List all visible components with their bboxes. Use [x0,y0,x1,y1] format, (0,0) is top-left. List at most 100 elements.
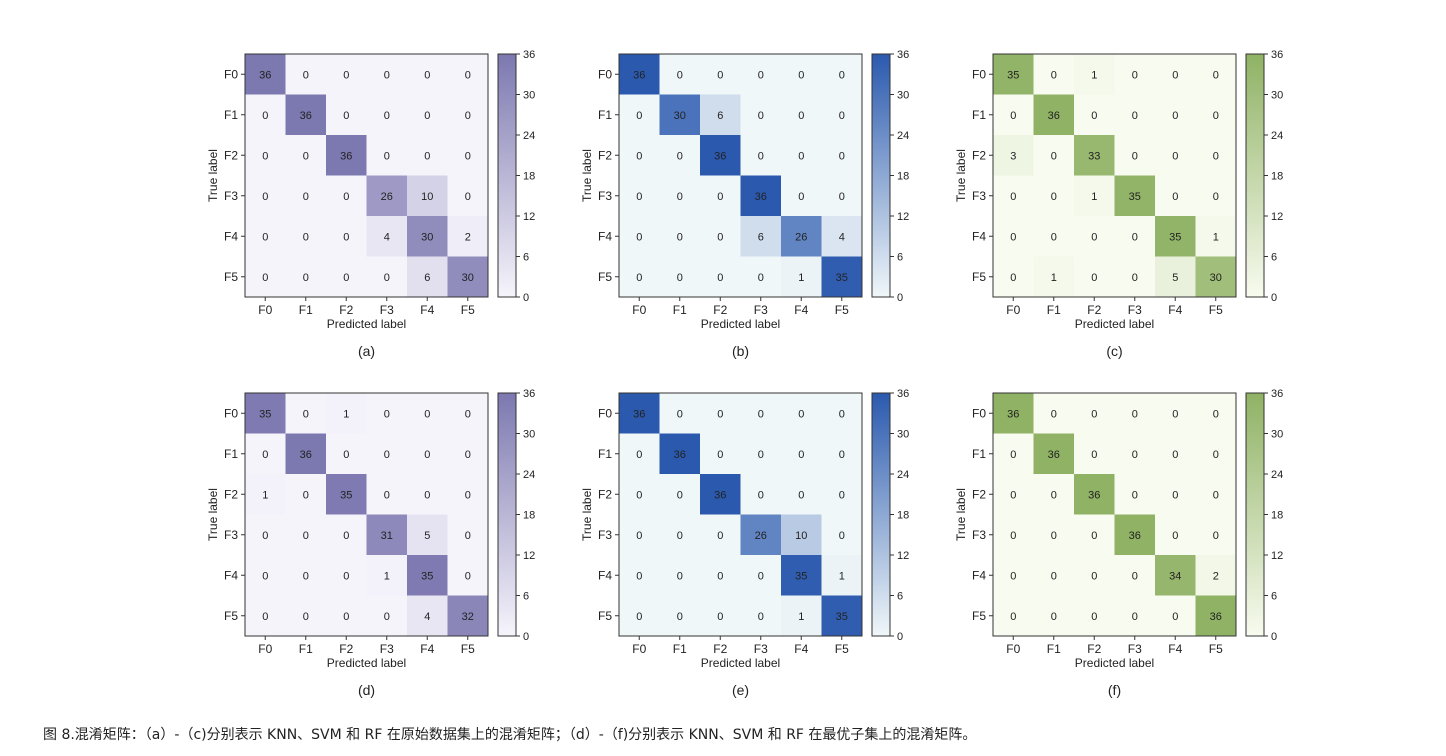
matrix-cell [1114,514,1156,556]
matrix-cell [993,474,1034,515]
x-tick-label: F3 [754,303,768,317]
colorbar-tick-label: 0 [897,292,903,304]
cell-value-label: 0 [1010,530,1016,542]
matrix-cell [245,474,286,515]
cell-value-label: 0 [1051,408,1057,420]
matrix-cell [1114,175,1156,217]
y-tick-label: F3 [972,189,986,203]
matrix-cell [245,433,286,475]
cell-value-label: 35 [340,489,352,501]
matrix-cell [447,135,489,176]
x-axis-label: Predicted label [327,656,406,670]
cell-value-label: 1 [798,611,804,623]
matrix-cell [407,393,448,434]
x-tick-label: F2 [713,642,727,656]
matrix-cell [740,94,782,136]
matrix-cell [1155,474,1196,515]
matrix-cell [781,94,822,136]
matrix-cell [1195,555,1237,596]
matrix-cell [447,514,489,556]
x-tick-label: F4 [794,642,808,656]
cell-value-label: 4 [424,611,430,623]
matrix-cell [407,474,448,515]
y-tick-label: F1 [598,108,612,122]
colorbar-tick-label: 12 [523,211,535,223]
x-tick-label: F5 [461,642,475,656]
cell-value-label: 0 [839,530,845,542]
cell-value-label: 1 [1213,231,1219,243]
cell-value-label: 35 [421,570,433,582]
matrix-cell [700,175,741,217]
cell-value-label: 0 [262,150,268,162]
cell-value-label: 0 [303,408,309,420]
cell-value-label: 0 [677,150,683,162]
y-tick-label: F3 [972,528,986,542]
cell-value-label: 36 [1210,611,1222,623]
cell-value-label: 35 [259,408,271,420]
matrix-cell [326,216,367,257]
matrix-cell [447,54,489,95]
y-axis-label: True label [954,488,968,541]
cell-value-label: 0 [424,69,430,81]
cell-value-label: 0 [798,150,804,162]
cell-value-label: 0 [798,69,804,81]
x-tick-label: F4 [420,303,434,317]
cell-value-label: 0 [343,272,349,284]
cell-value-label: 26 [755,530,767,542]
cell-value-label: 0 [636,449,642,461]
cell-value-label: 1 [798,272,804,284]
matrix-cell [447,256,489,298]
matrix-cell [659,94,701,136]
colorbar [497,392,517,637]
matrix-cell [326,94,367,136]
matrix-cell [781,175,822,217]
y-axis-label: True label [954,149,968,202]
y-tick-label: F4 [972,229,986,243]
cell-value-label: 0 [1213,489,1219,501]
matrix-cell [1033,514,1075,556]
cell-value-label: 0 [839,489,845,501]
matrix-cell [740,555,782,596]
matrix-cell [285,216,327,257]
matrix-cell [447,94,489,136]
x-tick-label: F2 [1087,303,1101,317]
cell-value-label: 0 [343,69,349,81]
cell-value-label: 0 [1172,611,1178,623]
cell-value-label: 0 [1051,489,1057,501]
cell-value-label: 0 [1010,449,1016,461]
matrix-frame [244,392,489,637]
x-tick-label: F1 [1047,642,1061,656]
cell-value-label: 0 [465,191,471,203]
matrix-cell [407,256,448,298]
colorbar-tick-label: 36 [523,49,535,61]
cell-value-label: 0 [303,69,309,81]
y-tick-label: F4 [598,568,612,582]
x-tick-label: F4 [794,303,808,317]
matrix-cell [1195,135,1237,176]
matrix-cell [1074,54,1115,95]
y-tick-label: F5 [972,609,986,623]
cell-value-label: 34 [1169,570,1181,582]
matrix-cell [285,175,327,217]
cell-value-label: 0 [758,69,764,81]
cell-value-label: 0 [303,611,309,623]
matrix-cell [659,474,701,515]
matrix-cell [366,94,408,136]
matrix-cell [993,256,1034,298]
y-tick-label: F0 [598,406,612,420]
matrix-cell [245,216,286,257]
matrix-cell [619,595,660,637]
colorbar-tick-label: 18 [523,510,535,522]
cell-value-label: 35 [836,272,848,284]
matrix-cell [1155,555,1196,596]
matrix-cell [366,54,408,95]
cell-value-label: 36 [1088,489,1100,501]
cell-value-label: 0 [717,611,723,623]
matrix-cell [1114,555,1156,596]
cell-value-label: 0 [798,408,804,420]
matrix-cell [1114,216,1156,257]
cell-value-label: 0 [1051,231,1057,243]
colorbar-tick-label: 0 [523,292,529,304]
cell-value-label: 0 [1091,530,1097,542]
cell-value-label: 0 [636,231,642,243]
